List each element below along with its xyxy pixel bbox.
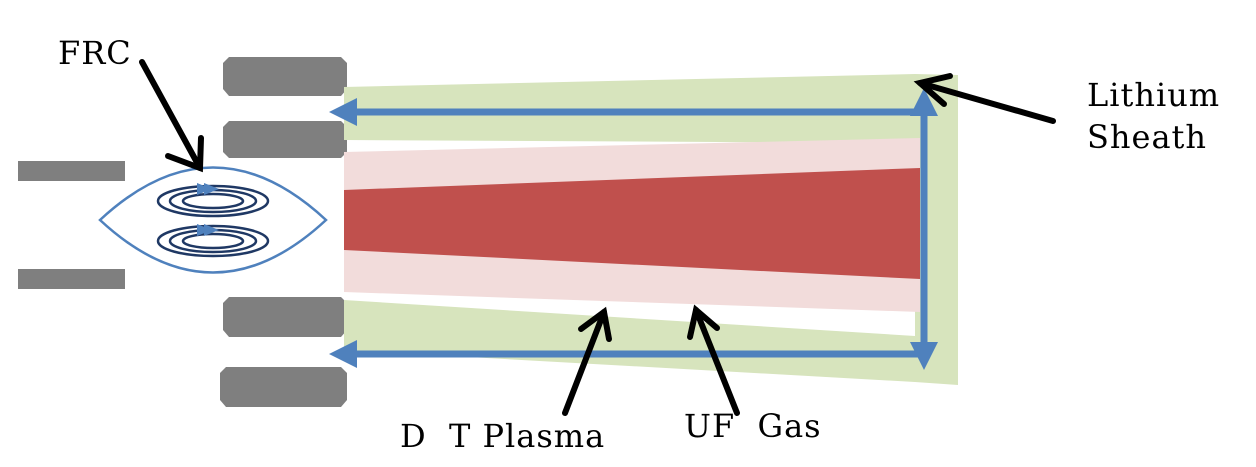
frc-rings-lower	[156, 224, 270, 258]
uf-gas-pointer-arrow	[687, 304, 740, 416]
dt-plasma-region	[344, 168, 920, 279]
frc-pointer-arrow	[139, 59, 204, 173]
coil-block-1	[223, 57, 347, 96]
frc-ring-arrow-lower-2	[204, 224, 219, 236]
sheath-label: Sheath	[1087, 118, 1207, 156]
electrode-bar-bottom	[18, 269, 125, 289]
coil-block-3	[223, 297, 347, 337]
frc-label: FRC	[58, 34, 132, 72]
uf-gas-label: UF Gas	[684, 407, 822, 445]
lithium-label: Lithium	[1087, 76, 1220, 114]
frc-ring-arrow-upper-2	[204, 183, 219, 195]
coil-block-2	[223, 121, 347, 158]
coil-block-4	[220, 367, 347, 407]
frc-outline	[98, 166, 328, 274]
frc-plasmoid	[98, 166, 328, 274]
electrode-bar-top	[18, 161, 125, 181]
dt-plasma-label: D T Plasma	[400, 417, 605, 455]
pointer-arrows	[139, 59, 1056, 416]
lithium-pointer-arrow	[913, 73, 1056, 124]
dt-plasma-pointer-arrow	[562, 306, 612, 416]
